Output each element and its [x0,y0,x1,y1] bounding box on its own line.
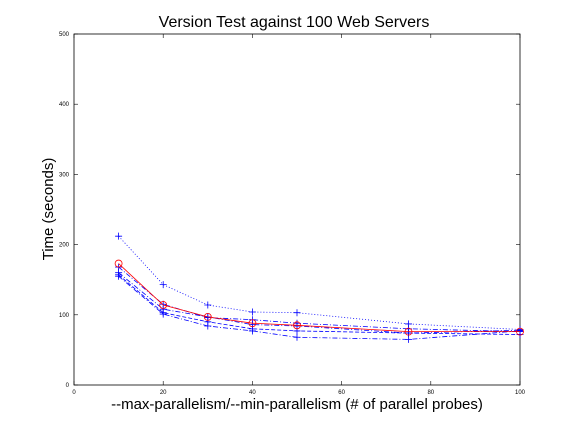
y-tick-label: 200 [59,243,70,249]
series-2 [115,263,524,336]
y-tick-label: 0 [66,383,70,389]
data-point [204,322,212,330]
data-point [293,333,301,341]
y-tick-label: 100 [59,313,70,319]
data-point [404,327,413,336]
data-point [516,327,524,335]
data-point [248,319,257,328]
x-tick-label: 20 [160,390,167,396]
data-point [114,259,123,268]
data-point [293,321,301,330]
plot-frame [73,33,521,386]
y-tick-label: 400 [59,102,70,108]
data-point [204,301,212,309]
series-line [118,266,521,332]
series-5 [115,272,524,343]
data-point [203,313,212,321]
x-tick-label: 0 [72,390,76,396]
series-4 [115,271,524,338]
series-1 [115,232,524,334]
y-tick-label: 300 [59,172,70,178]
series-line [118,275,521,340]
data-point [159,301,168,309]
x-tick-label: 40 [249,390,256,396]
data-point [405,335,412,343]
y-axis: 0 100 200 300 400 500 [59,32,520,389]
x-axis: 0 20 40 60 80 100 [72,34,526,396]
y-axis-label: Time (seconds) [40,158,57,261]
data-point [248,308,256,316]
series-line [118,272,521,334]
series-line [118,263,520,333]
data-point [159,281,167,289]
data-point [115,232,123,240]
x-tick-label: 80 [427,390,434,396]
x-tick-label: 100 [515,390,526,396]
data-point [293,309,301,317]
series-0 [114,259,524,336]
data-point [115,272,123,280]
series-line [118,274,521,335]
y-tick-label: 500 [59,32,70,38]
data-point [248,327,256,335]
x-tick-label: 60 [338,390,345,396]
data-point [159,310,167,318]
data-point [516,327,524,336]
series-layer [114,232,524,343]
x-axis-label: --max-parallelism/--min-parallelism (# o… [111,396,483,413]
chart-title: Version Test against 100 Web Servers [159,14,430,31]
